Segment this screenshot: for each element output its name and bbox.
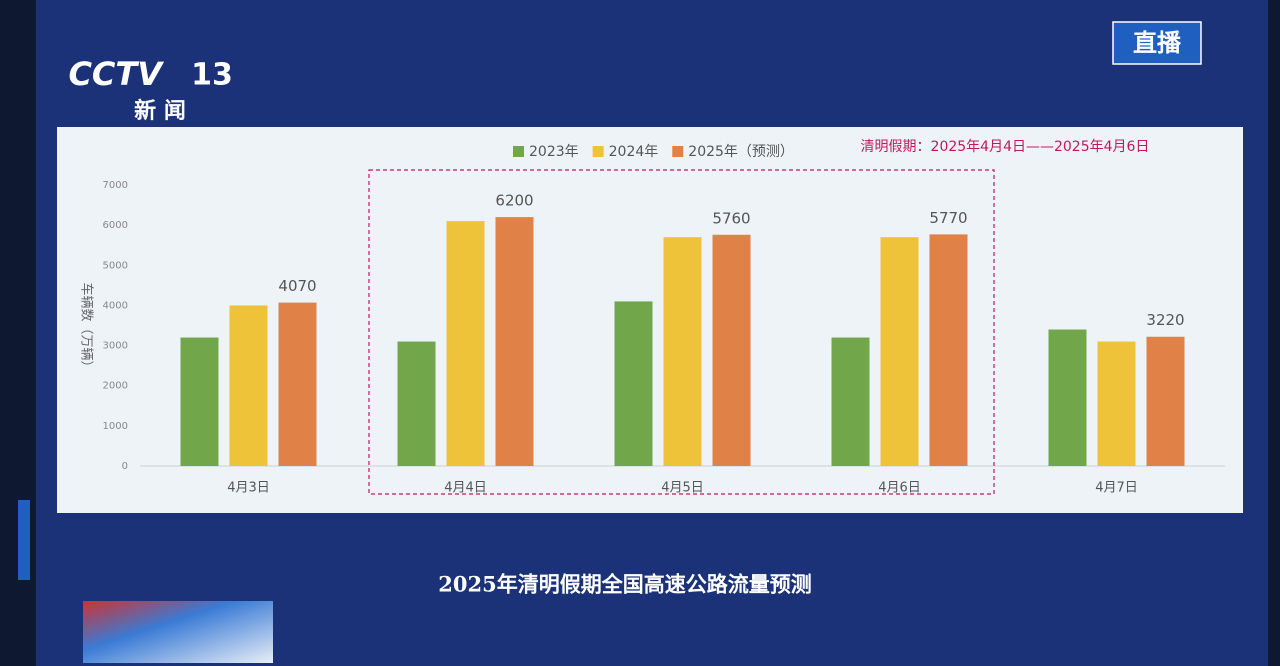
bar xyxy=(614,301,653,466)
x-tick-label: 4月3日 xyxy=(227,481,270,496)
bar xyxy=(880,237,919,466)
y-tick-label: 1000 xyxy=(103,421,128,432)
bar xyxy=(278,302,317,466)
bar xyxy=(446,221,485,466)
y-tick-label: 0 xyxy=(122,461,128,472)
caption: 2025年清明假期全国高速公路流量预测 xyxy=(438,572,811,597)
data-label: 6200 xyxy=(495,192,533,210)
bar xyxy=(1097,341,1136,466)
live-badge: 直播 xyxy=(1133,29,1182,57)
side-tab xyxy=(18,500,30,580)
y-tick-label: 4000 xyxy=(103,300,128,311)
legend-label: 2023年 xyxy=(529,144,579,160)
y-tick-label: 6000 xyxy=(103,220,128,231)
thumbnail xyxy=(83,601,273,663)
data-label: 3220 xyxy=(1146,311,1184,329)
bar xyxy=(1048,329,1087,466)
data-label: 4070 xyxy=(278,277,316,295)
bar xyxy=(1146,336,1185,466)
x-tick-label: 4月5日 xyxy=(661,481,704,496)
legend-label: 2025年（预测） xyxy=(688,144,794,160)
bar xyxy=(712,234,751,466)
data-label: 5760 xyxy=(712,209,750,227)
y-axis-title: 车辆数（万辆） xyxy=(79,282,95,373)
y-tick-label: 3000 xyxy=(103,341,128,352)
x-tick-label: 4月7日 xyxy=(1095,481,1138,496)
bar xyxy=(495,217,534,466)
y-tick-label: 7000 xyxy=(103,180,128,191)
live-badge-box xyxy=(1112,21,1202,65)
bar xyxy=(663,237,702,466)
channel-name: 新 闻 xyxy=(134,98,186,124)
holiday-box xyxy=(368,169,995,495)
x-tick-label: 4月4日 xyxy=(444,481,487,496)
channel-logo: CCTV xyxy=(68,55,164,93)
legend-swatch xyxy=(513,146,524,157)
x-tick-label: 4月6日 xyxy=(878,481,921,496)
bar xyxy=(831,337,870,466)
y-tick-label: 5000 xyxy=(103,260,128,271)
annotation: 清明假期：2025年4月4日——2025年4月6日 xyxy=(861,139,1150,155)
y-tick-label: 2000 xyxy=(103,381,128,392)
data-label: 5770 xyxy=(929,209,967,227)
legend-swatch xyxy=(592,146,604,157)
bar xyxy=(929,234,968,466)
legend-swatch xyxy=(672,146,684,157)
legend-label: 2024年 xyxy=(609,144,659,160)
bar xyxy=(397,341,436,466)
bar xyxy=(180,337,219,466)
bar xyxy=(229,305,268,466)
channel-number: 13 xyxy=(191,58,233,93)
